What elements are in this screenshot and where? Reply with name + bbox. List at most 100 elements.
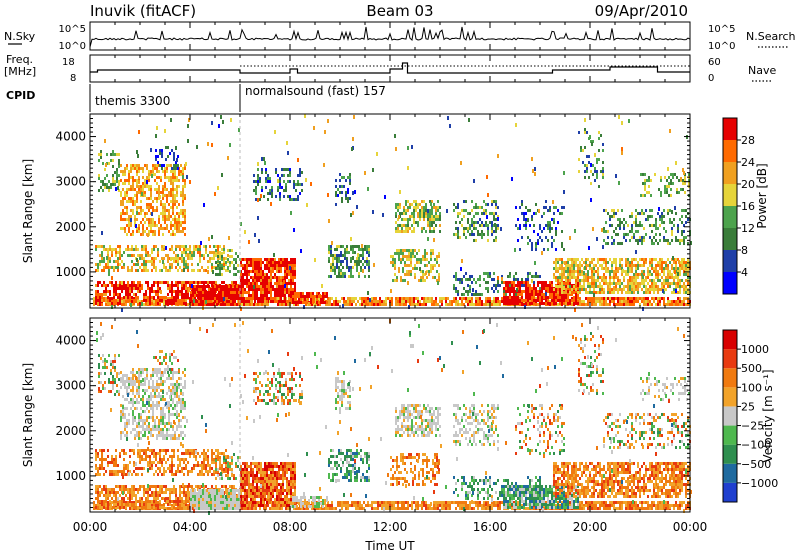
scatter-cell (473, 239, 475, 242)
scatter-cell (432, 249, 434, 252)
scatter-cell (135, 287, 137, 290)
scatter-cell (368, 263, 370, 266)
scatter-cell (240, 273, 242, 276)
scatter-cell (425, 212, 427, 215)
scatter-speckle (677, 272, 679, 276)
scatter-cell (285, 303, 287, 306)
scatter-cell (467, 278, 469, 281)
scatter-cell (643, 285, 645, 288)
scatter-cell (637, 285, 639, 288)
scatter-cell (597, 276, 599, 279)
scatter-cell (429, 297, 431, 300)
scatter-cell (147, 296, 149, 299)
scatter-cell (182, 212, 184, 215)
scatter-cell (607, 236, 609, 239)
scatter-cell (284, 288, 286, 291)
scatter-cell (229, 270, 231, 273)
scatter-cell (111, 281, 113, 284)
scatter-cell (127, 296, 129, 299)
scatter-cell (637, 242, 639, 245)
scatter-cell (130, 200, 132, 203)
scatter-cell (677, 227, 679, 230)
scatter-cell (165, 302, 167, 305)
scatter-cell (593, 264, 595, 267)
scatter-cell (280, 261, 282, 264)
scatter-cell (232, 300, 234, 303)
scatter-cell (489, 212, 491, 215)
scatter-cell (201, 254, 203, 257)
scatter-cell (217, 257, 219, 260)
scatter-cell (147, 287, 149, 290)
scatter-cell (103, 248, 105, 251)
scatter-cell (126, 188, 128, 191)
scatter-cell (418, 249, 420, 252)
scatter-cell (266, 261, 268, 264)
scatter-cell (146, 227, 148, 230)
scatter-cell (217, 251, 219, 254)
scatter-cell (304, 298, 306, 301)
scatter-cell (557, 288, 559, 291)
scatter-cell (575, 258, 577, 261)
scatter-cell (99, 302, 101, 305)
scatter-cell (525, 293, 527, 296)
scatter-cell (635, 300, 637, 303)
scatter-cell (185, 260, 187, 263)
scatter-cell (649, 303, 651, 306)
scatter-cell (602, 167, 604, 170)
scatter-cell (156, 182, 158, 185)
scatter-speckle (563, 190, 565, 194)
scatter-cell (404, 279, 406, 282)
scatter-speckle (248, 240, 250, 244)
scatter-cell (174, 218, 176, 221)
scatter-cell (146, 218, 148, 221)
scatter-speckle (105, 163, 107, 167)
scatter-cell (159, 296, 161, 299)
scatter-cell (475, 212, 477, 215)
scatter-cell (663, 282, 665, 285)
scatter-cell (129, 254, 131, 257)
scatter-cell (118, 174, 120, 177)
scatter-cell (184, 221, 186, 224)
scatter-cell (124, 197, 126, 200)
scatter-cell (640, 173, 642, 176)
scatter-cell (348, 269, 350, 272)
scatter-cell (301, 189, 303, 192)
scatter-cell (637, 297, 639, 300)
scatter-cell (599, 276, 601, 279)
scatter-cell (128, 170, 130, 173)
scatter-cell (332, 260, 334, 263)
scatter-cell (139, 266, 141, 269)
scatter-cell (437, 200, 439, 203)
scatter-cell (183, 284, 185, 287)
scatter-speckle (162, 260, 164, 264)
scatter-cell (385, 297, 387, 300)
scatter-speckle (238, 128, 240, 132)
scatter-speckle (541, 251, 543, 255)
scatter-cell (681, 215, 683, 218)
scatter-cell (138, 206, 140, 209)
scatter-cell (571, 261, 573, 264)
scatter-cell (615, 261, 617, 264)
scatter-cell (405, 297, 407, 300)
scatter-cell (254, 273, 256, 276)
scatter-cell (107, 296, 109, 299)
scatter-cell (107, 251, 109, 254)
scatter-cell (133, 254, 135, 257)
scatter-cell (102, 162, 104, 165)
scatter-cell (192, 297, 194, 300)
scatter-cell (597, 261, 599, 264)
scatter-cell (174, 233, 176, 236)
scatter-cell (567, 287, 569, 290)
scatter-cell (144, 215, 146, 218)
scatter-cell (201, 281, 203, 284)
scatter-cell (183, 251, 185, 254)
scatter-cell (169, 299, 171, 302)
scatter-cell (547, 290, 549, 293)
scatter-cell (427, 297, 429, 300)
scatter-cell (304, 301, 306, 304)
scatter-cell (109, 245, 111, 248)
scatter-cell (178, 212, 180, 215)
scatter-cell (290, 276, 292, 279)
scatter-cell (137, 303, 139, 306)
scatter-cell (272, 288, 274, 291)
